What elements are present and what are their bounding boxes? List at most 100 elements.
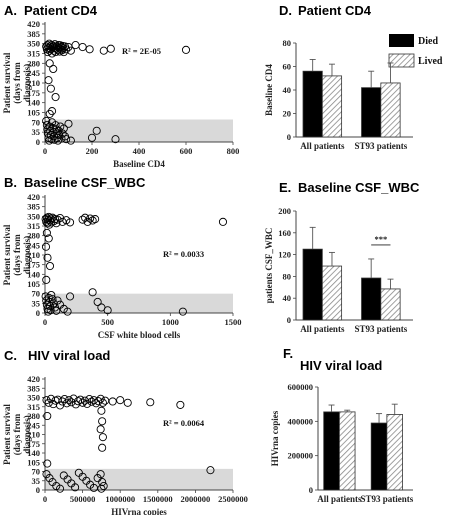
x-tick-label: 200 [86,146,99,156]
y-tick-label: 105 [27,279,40,289]
data-point [48,107,57,116]
y-tick-label: 245 [27,420,40,430]
data-point [62,135,71,144]
y-tick-label: 140 [27,98,40,108]
data-point [116,396,125,405]
y-tick-label: 70 [32,289,41,299]
panel-b-title: Baseline CSF_WBC [24,175,146,190]
data-point [46,306,55,315]
y-tick-label: 315 [27,221,40,231]
data-point [98,443,107,452]
y-tick-label: 315 [27,402,40,412]
y-axis-label: Patient survival(days fromdiagnosis) [2,404,32,465]
data-point [44,293,53,302]
y-tick-label: 280 [27,411,40,421]
data-point [181,45,191,54]
data-point [78,215,87,224]
x-tick-label: 1500 [225,317,242,327]
data-point [52,219,61,228]
data-point [42,275,51,284]
y-axis-label-line: (days from [12,413,22,455]
panel-d-label: D. [279,3,292,18]
y-tick-label: 600000 [288,382,314,392]
data-point [96,425,105,434]
x-tick-label: 1500000 [143,494,173,504]
data-point [49,64,58,74]
data-point [66,218,75,227]
y-axis-label: Baseline CD4 [264,64,274,116]
shaded-band [45,119,233,142]
y-axis-label-line: (days from [12,62,22,104]
data-point [45,136,54,145]
data-point [64,119,73,128]
chart-e: 0 40 80 120 160 200 All patients ST93 patients *… [264,206,413,334]
data-point [58,129,67,138]
data-point [43,253,52,262]
x-tick-label: 2500000 [218,494,248,504]
y-tick-label: 80 [283,271,292,281]
panel-f-title: HIV viral load [300,358,382,373]
y-tick-label: 385 [27,383,40,393]
y-tick-label: 0 [36,308,40,318]
y-tick-label: 385 [27,29,40,39]
data-point [103,306,112,315]
category-label: All patients [300,324,345,334]
y-axis-label-line: diagnosis) [22,415,32,454]
y-tick-label: 420 [27,192,40,202]
y-tick-label: 400000 [288,416,314,426]
x-tick-label: 1000000 [105,494,135,504]
x-axis-label: HIVrna copies [111,507,167,515]
x-tick-label: 2000000 [181,494,211,504]
data-point [111,135,120,144]
data-point [66,136,75,145]
x-tick-label: 500 [101,317,114,327]
y-axis-label-line: Patient survival [2,404,12,465]
data-point [42,228,51,237]
y-tick-label: 70 [32,467,41,477]
y-tick-label: 200000 [288,451,314,461]
panel-c-title: HIV viral load [28,348,110,363]
y-tick-label: 210 [27,250,40,260]
bar-lived [321,75,343,138]
data-point [44,76,53,85]
panel-f-label: F. [283,346,293,361]
data-point [55,484,65,493]
data-point [218,217,228,226]
data-point [99,46,108,55]
bar-lived [338,411,356,491]
y-tick-label: 40 [283,293,292,303]
data-point [97,484,106,493]
data-point [49,217,58,226]
data-point [45,109,54,118]
x-tick-label: 600 [180,146,193,156]
y-tick-label: 315 [27,49,40,59]
r-squared-annotation: R² = 0.0033 [163,249,204,259]
y-tick-label: 0 [36,485,40,495]
x-tick-label: 500000 [70,494,96,504]
y-tick-label: 105 [27,457,40,467]
data-point [46,84,55,93]
r-squared-annotation: R² = 0.0064 [163,418,205,428]
y-tick-label: 0 [309,485,313,495]
x-axis-label: CSF white blood cells [98,330,181,340]
data-point [96,470,105,479]
data-point [96,394,105,403]
x-tick-label: 800 [227,146,240,156]
category-label: ST93 patients [360,494,413,504]
data-point [97,406,106,415]
y-tick-label: 0 [36,137,40,147]
data-point [59,124,68,133]
y-tick-label: 35 [32,476,41,486]
data-point [83,399,92,408]
significance-marker: *** [374,234,387,244]
y-tick-label: 350 [27,393,40,403]
y-tick-label: 140 [27,269,40,279]
y-axis-label-line: (days from [12,234,22,276]
bar-lived [321,265,343,321]
y-tick-label: 80 [283,38,292,48]
data-point [54,126,63,135]
data-point [98,478,107,487]
